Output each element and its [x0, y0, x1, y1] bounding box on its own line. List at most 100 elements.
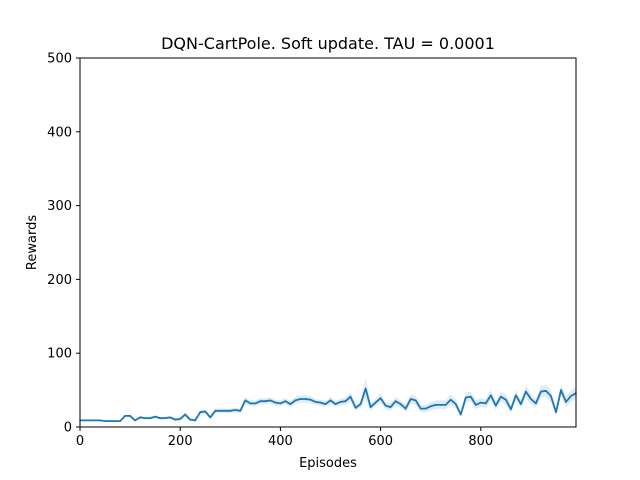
data-point: [545, 390, 547, 392]
data-point: [500, 395, 502, 398]
data-point: [444, 404, 447, 406]
data-point: [84, 419, 86, 422]
data-point: [525, 390, 527, 393]
data-point: [535, 402, 537, 405]
data-point: [234, 409, 237, 411]
data-point: [565, 401, 567, 403]
data-point: [184, 413, 186, 416]
data-point: [434, 404, 437, 406]
chart-title: DQN-CartPole. Soft update. TAU = 0.0001: [161, 34, 495, 53]
data-point: [314, 401, 317, 403]
data-point: [490, 394, 492, 397]
y-tick-label: 0: [64, 421, 72, 436]
data-point: [359, 403, 362, 405]
data-point: [129, 415, 131, 417]
data-point: [510, 408, 512, 411]
data-point: [424, 407, 427, 410]
y-tick-label: 100: [47, 347, 72, 362]
data-point: [344, 400, 347, 403]
data-point: [169, 416, 171, 419]
data-point: [429, 405, 432, 408]
data-point: [520, 403, 522, 405]
data-point: [319, 401, 322, 404]
data-point: [374, 401, 377, 404]
data-point: [249, 402, 252, 405]
plot-frame: [79, 57, 577, 428]
x-tick-label: 400: [268, 434, 293, 449]
data-point: [455, 403, 457, 405]
data-point: [304, 398, 307, 400]
y-tick-label: 400: [47, 125, 72, 140]
data-point: [324, 403, 327, 405]
data-point: [199, 411, 201, 414]
data-point: [505, 398, 507, 401]
data-point: [149, 417, 151, 419]
data-point: [475, 404, 477, 406]
data-point: [94, 419, 96, 422]
y-axis-label: Rewards: [25, 215, 40, 270]
data-point: [369, 406, 372, 408]
data-point: [204, 410, 207, 413]
data-point: [465, 396, 467, 399]
data-point: [89, 419, 91, 422]
data-point: [274, 401, 277, 404]
data-point: [470, 395, 472, 398]
data-point: [480, 401, 482, 404]
data-point: [449, 398, 452, 401]
series-line: [80, 387, 577, 423]
data-point: [114, 420, 116, 422]
data-point: [164, 417, 166, 419]
x-tick-label: 600: [368, 434, 393, 449]
data-point: [570, 395, 572, 397]
data-point: [239, 410, 242, 412]
data-point: [109, 420, 111, 422]
data-point: [379, 397, 382, 400]
data-point: [119, 420, 121, 422]
data-point: [530, 398, 532, 400]
data-point: [289, 403, 292, 405]
data-point: [409, 398, 412, 400]
data-point: [364, 387, 367, 390]
data-point: [244, 399, 247, 402]
data-point: [309, 398, 312, 401]
data-point: [439, 404, 442, 406]
data-point: [194, 419, 196, 422]
data-point: [284, 400, 287, 403]
data-point: [394, 400, 397, 403]
data-point: [259, 400, 262, 403]
data-point: [495, 404, 497, 407]
data-point: [419, 407, 422, 410]
data-point: [144, 417, 146, 419]
data-point: [214, 410, 217, 412]
data-point: [224, 410, 227, 412]
data-point: [179, 418, 181, 420]
data-point: [209, 416, 212, 419]
data-point: [139, 416, 141, 419]
y-tick-label: 200: [47, 273, 72, 288]
data-point: [384, 404, 387, 407]
data-point: [404, 407, 407, 410]
data-point: [279, 402, 282, 405]
data-point: [560, 389, 562, 391]
data-point: [414, 399, 417, 402]
data-point: [294, 399, 297, 402]
data-point: [329, 399, 332, 402]
data-point: [99, 419, 101, 422]
series-line-layer: [79, 387, 577, 423]
x-tick-label: 200: [168, 434, 193, 449]
data-point: [104, 420, 106, 422]
data-point: [269, 399, 272, 402]
y-tick-label: 300: [47, 199, 72, 214]
data-point: [485, 402, 487, 405]
data-point: [174, 418, 176, 421]
data-point: [555, 411, 557, 414]
data-point: [254, 402, 257, 405]
data-point: [550, 395, 552, 397]
y-axis-ticks: 0 100 200 300 400 500: [47, 52, 80, 436]
data-point: [264, 400, 267, 403]
data-point: [460, 413, 462, 416]
data-point: [339, 401, 342, 403]
data-point: [159, 417, 161, 419]
data-point: [229, 410, 232, 412]
